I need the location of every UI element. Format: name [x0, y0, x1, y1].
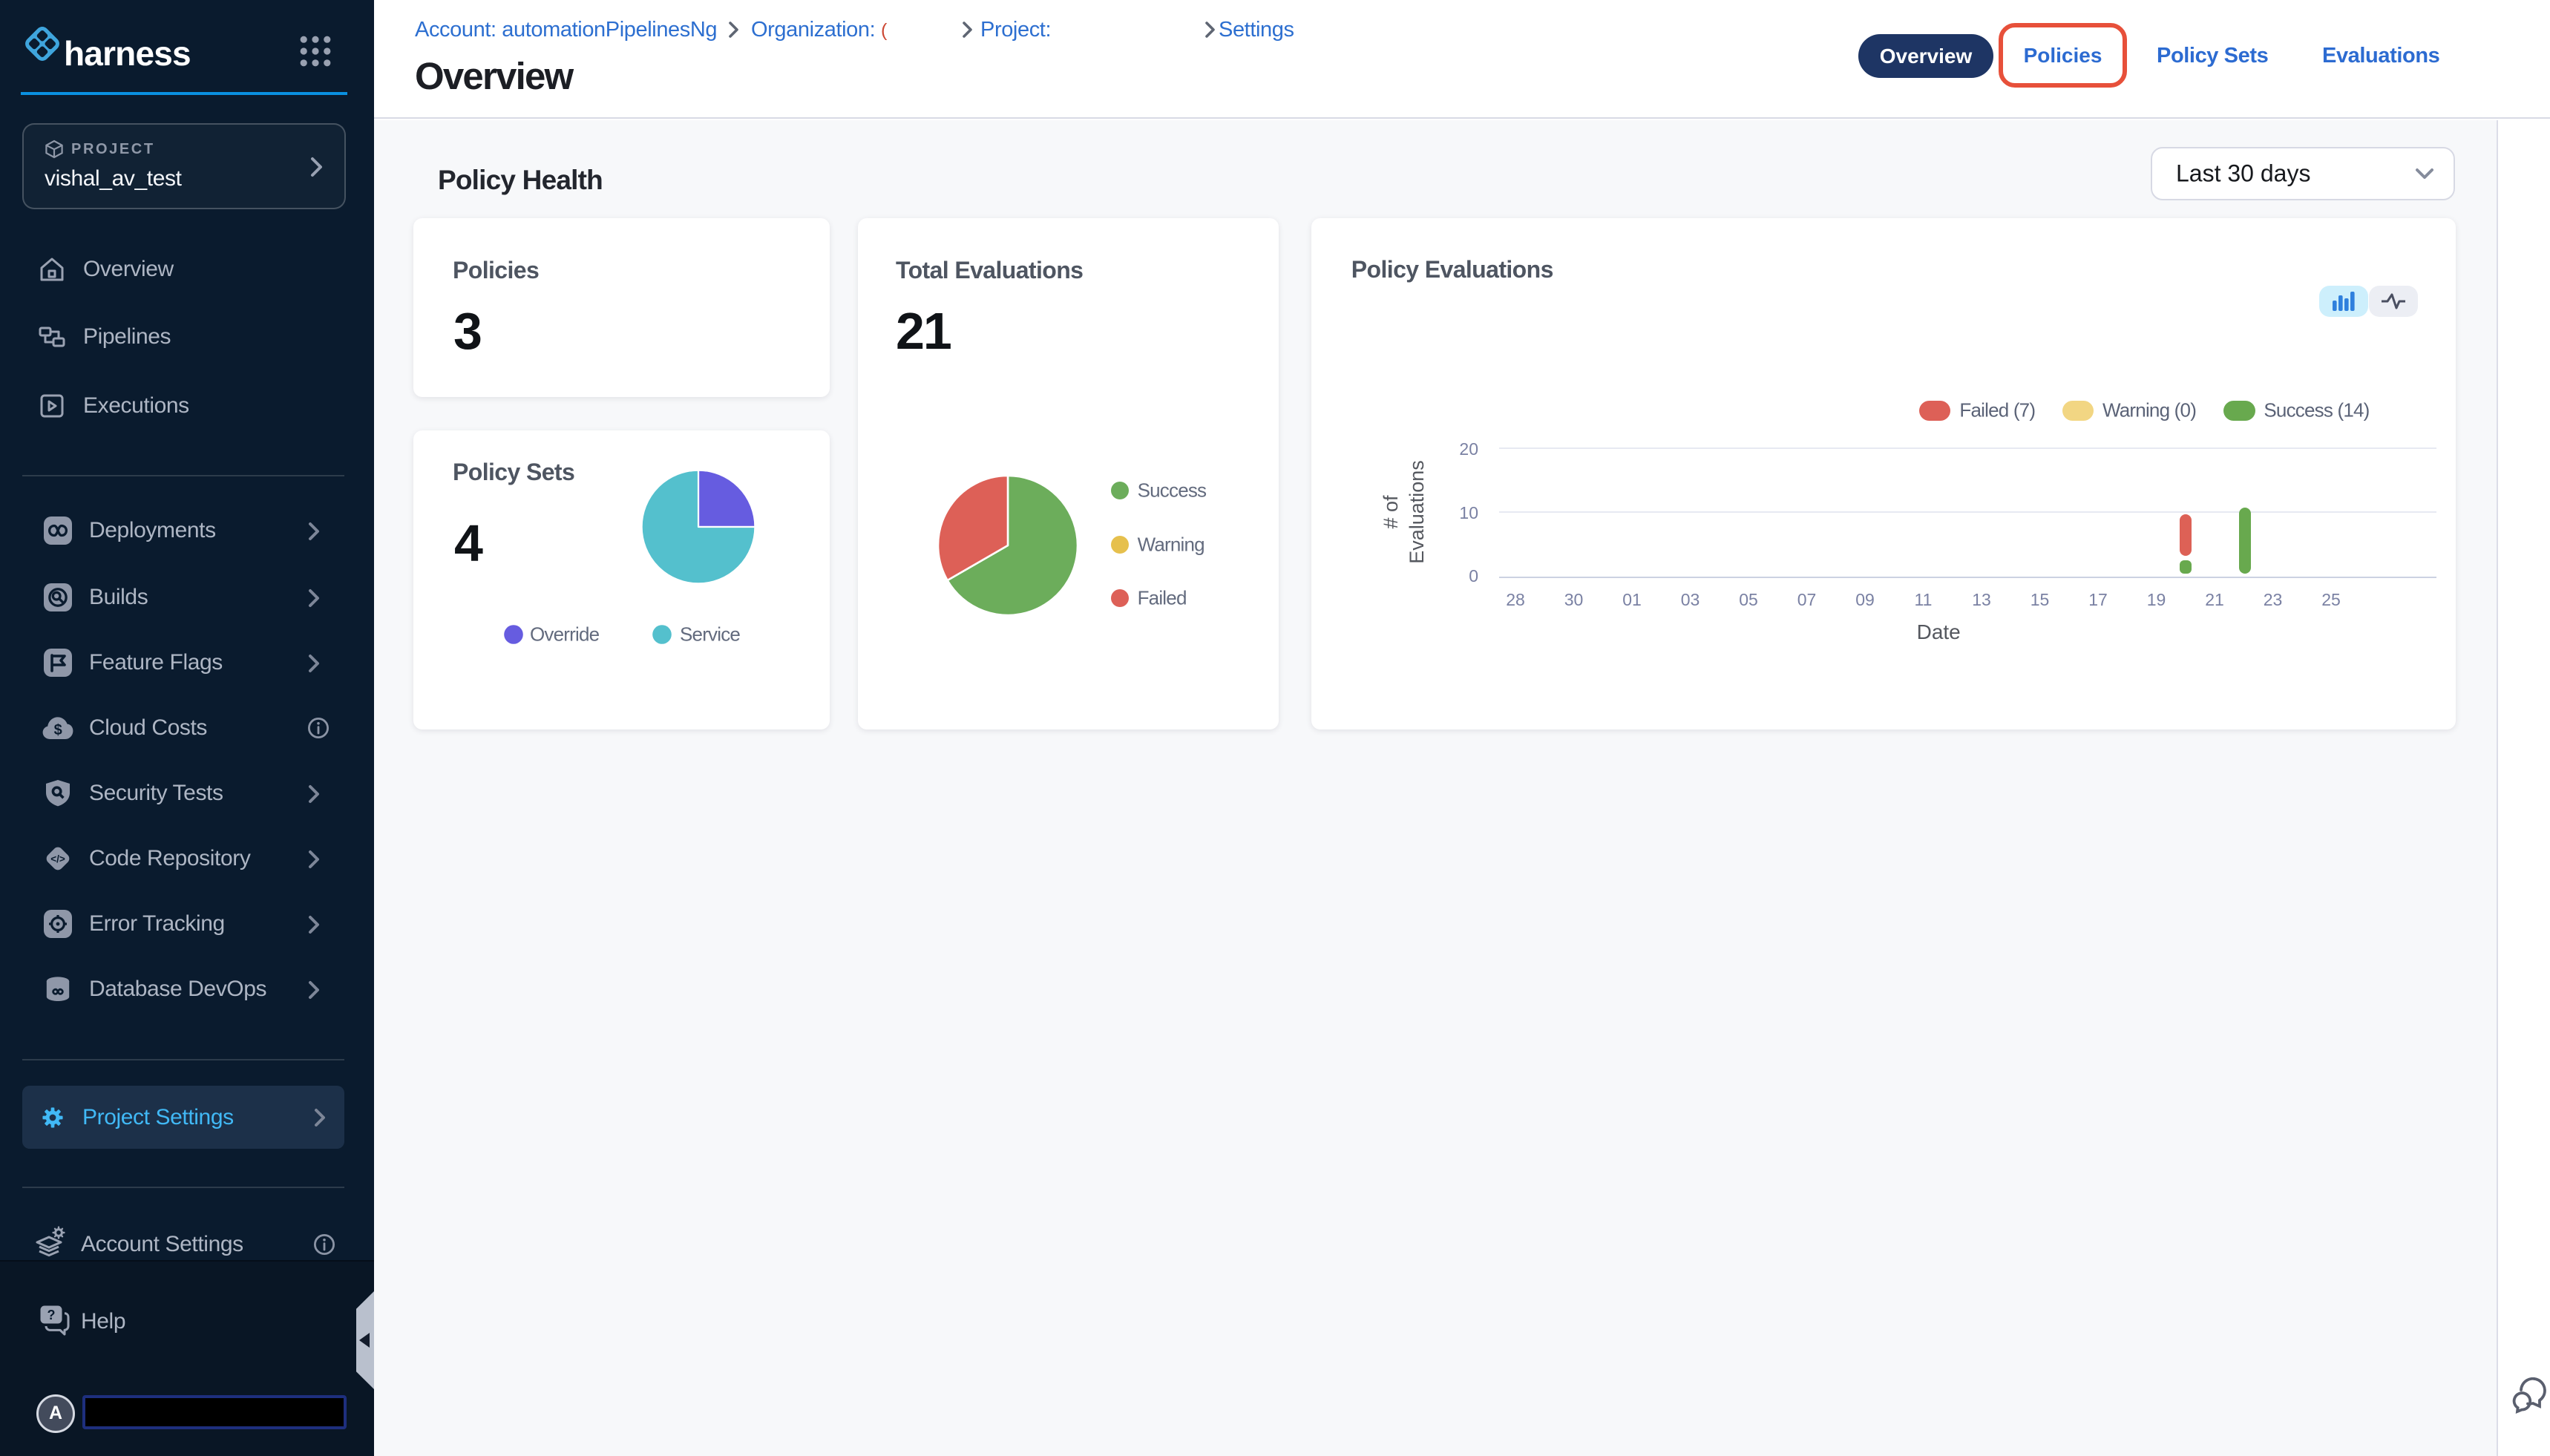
svg-text:?: ? [47, 1308, 56, 1322]
svg-text:$: $ [54, 722, 62, 738]
svg-text:</>: </> [50, 853, 65, 865]
